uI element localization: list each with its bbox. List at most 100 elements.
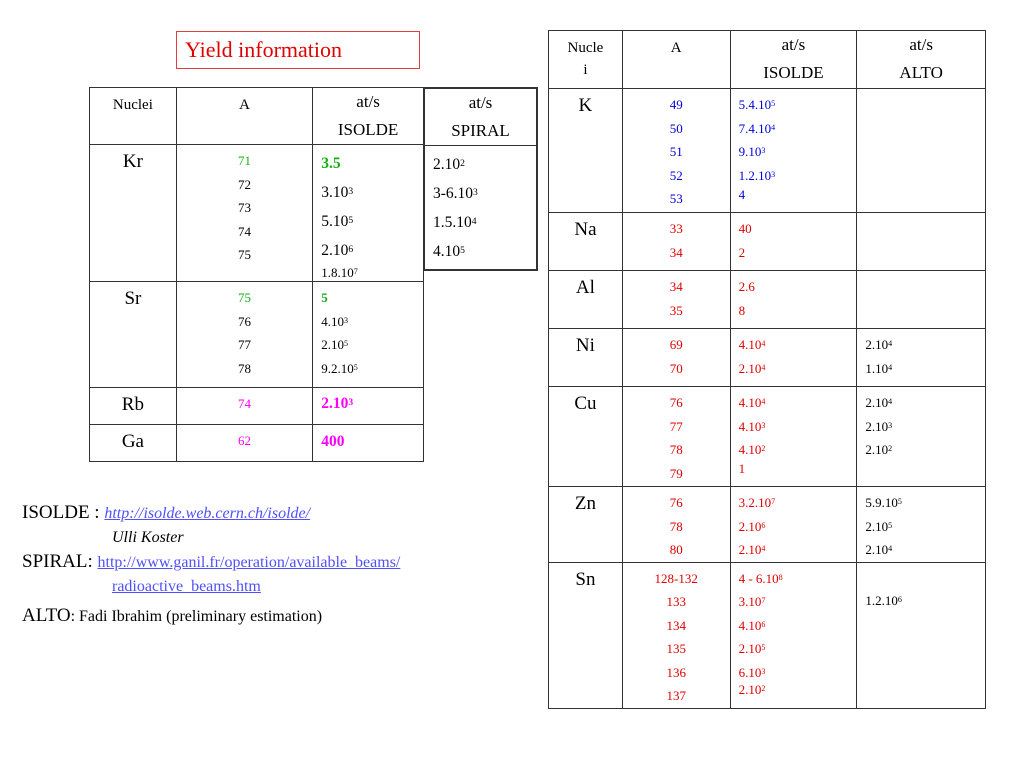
table-row: 2.102 3-6.103 1.5.104 4.105 (423, 145, 538, 270)
a-value: 52 (669, 167, 683, 183)
a-value: 53 (669, 191, 683, 206)
a-value: 78 (237, 360, 251, 376)
table-row: Ni 69 70 4.104 2.104 2.104 1.104 (548, 328, 986, 387)
isolde-value: 1.2.103 (738, 167, 776, 183)
isolde-value: 3.103 (321, 184, 354, 201)
isolde-value: 5.105 (321, 213, 354, 230)
a-cell: 76 78 80 (621, 486, 731, 563)
alto-value: 2.104 (865, 337, 893, 352)
alto-value: 5.9.105 (865, 495, 902, 510)
a-value: 135 (666, 641, 686, 656)
table-row: Rb 74 2.103 (89, 387, 424, 425)
isolde-value: 2.103 (321, 395, 354, 412)
nucleus-cell: Sr (89, 281, 177, 388)
header-spiral-line2: SPIRAL (451, 121, 510, 140)
header-a: A (621, 30, 731, 89)
a-value: 77 (669, 418, 683, 434)
header-nuclei: Nucle i (548, 30, 623, 89)
isolde-cell: 2.103 (312, 387, 424, 425)
isolde-reference: ISOLDE : http://isolde.web.cern.ch/isold… (22, 500, 400, 527)
a-value: 34 (669, 244, 683, 260)
isolde-value: 2.102 (738, 682, 766, 697)
a-cell: 76 77 78 79 (621, 386, 731, 487)
isolde-value: 3.2.107 (738, 495, 776, 510)
header-isolde-line1: at/s (356, 92, 380, 111)
table-row: Cu 76 77 78 79 4.104 4.103 4.102 1 2.104… (548, 386, 986, 487)
isolde-value: 2.104 (738, 360, 766, 376)
a-value: 75 (237, 247, 251, 262)
header-isolde-line2: ISOLDE (337, 120, 399, 139)
a-value: 136 (666, 664, 686, 680)
a-value: 78 (669, 518, 683, 534)
a-value: 77 (237, 337, 251, 352)
a-value: 74 (237, 223, 251, 239)
nucleus-cell: Zn (548, 486, 623, 563)
alto-cell: 2.104 1.104 (856, 328, 986, 387)
header-alto-line2: ALTO (899, 63, 943, 82)
nucleus-cell: Kr (89, 144, 177, 282)
nucleus-cell: Al (548, 270, 623, 329)
header-alto-line1: at/s (909, 35, 933, 54)
isolde-value: 9.2.105 (321, 360, 358, 376)
alto-label: ALTO (22, 605, 71, 626)
alto-cell: 5.9.105 2.105 2.104 (856, 486, 986, 563)
isolde-link[interactable]: http://isolde.web.cern.ch/isolde/ (104, 505, 311, 522)
alto-cell: 1.2.106 (856, 561, 986, 709)
isolde-value: 1.8.107 (321, 265, 358, 280)
a-cell: 75 76 77 78 (175, 281, 314, 388)
a-value: 33 (669, 221, 683, 236)
header-isolde: at/s ISOLDE (312, 87, 424, 145)
header-nuclei: Nuclei (89, 87, 177, 145)
title-box: Yield information (176, 31, 420, 69)
alto-reference: ALTO: Fadi Ibrahim (preliminary estimati… (22, 603, 400, 630)
a-value: 49 (669, 97, 683, 112)
a-cell: 33 34 (621, 212, 731, 271)
spiral-link-part2[interactable]: radioactive_beams.htm (112, 578, 261, 595)
a-value: 75 (237, 290, 251, 305)
a-cell: 49 50 51 52 53 (621, 88, 731, 213)
spiral-value: 1.5.104 (433, 214, 477, 231)
alto-value: 2.104 (865, 542, 893, 557)
alto-cell: 2.104 2.103 2.102 (856, 386, 986, 487)
isolde-value: 1 (738, 460, 746, 476)
spiral-link[interactable]: http://www.ganil.fr/operation/available_… (97, 554, 401, 571)
a-value: 34 (669, 279, 683, 294)
spiral-link-continuation: radioactive_beams.htm (22, 576, 400, 597)
left-table-header: Nuclei A at/s ISOLDE (89, 87, 424, 145)
alto-value: 2.105 (865, 518, 893, 534)
table-row: Sr 75 76 77 78 5 4.103 2.105 9.2.105 (89, 281, 424, 388)
a-value: 50 (669, 120, 683, 136)
a-value: 62 (237, 433, 251, 448)
spiral-table-header: at/s SPIRAL (423, 87, 538, 146)
table-row: Na 33 34 40 2 (548, 212, 986, 271)
isolde-cell: 4.104 4.103 4.102 1 (729, 386, 858, 487)
spiral-value: 4.105 (433, 243, 465, 260)
isolde-value: 4 (738, 187, 746, 202)
a-cell: 74 (175, 387, 314, 425)
isolde-value: 6.103 (738, 664, 766, 680)
alto-cell (856, 88, 986, 213)
isolde-value: 4.103 (321, 313, 348, 329)
a-value: 80 (669, 542, 683, 557)
a-value: 74 (237, 396, 251, 411)
isolde-value: 8 (738, 302, 746, 318)
spiral-label: SPIRAL: (22, 551, 98, 572)
a-value: 71 (237, 153, 251, 168)
a-value: 35 (669, 302, 683, 318)
isolde-cell: 3.2.107 2.106 2.104 (729, 486, 858, 563)
isolde-cell: 400 (312, 424, 424, 462)
a-cell: 128-132 133 134 135 136 137 (621, 561, 731, 709)
references: ISOLDE : http://isolde.web.cern.ch/isold… (22, 500, 400, 630)
a-value: 70 (669, 360, 683, 376)
isolde-value: 400 (321, 433, 345, 450)
table-row: K 49 50 51 52 53 5.4.105 7.4.104 9.103 1… (548, 88, 986, 213)
table-row: Al 34 35 2.6 8 (548, 270, 986, 329)
a-value: 133 (666, 594, 686, 609)
isolde-value: 4.103 (738, 418, 766, 434)
header-isolde-line2: ISOLDE (763, 63, 824, 82)
isolde-value: 3.107 (738, 594, 766, 609)
header-spiral: at/s SPIRAL (423, 87, 538, 146)
isolde-cell: 40 2 (729, 212, 858, 271)
a-value: 76 (237, 313, 251, 329)
table-row: Sn 128-132 133 134 135 136 137 4 - 6.108… (548, 561, 986, 709)
